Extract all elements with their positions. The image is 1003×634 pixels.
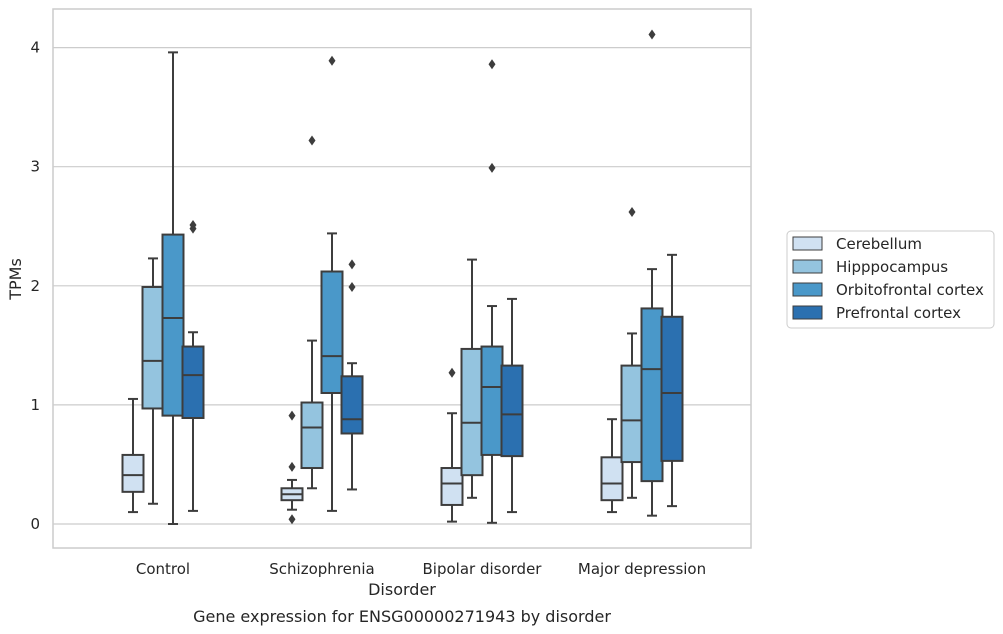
- outlier-point: [308, 135, 316, 146]
- box-prefrontal-cortex-0: [181, 220, 205, 512]
- box-iqr: [500, 364, 524, 458]
- box-iqr: [460, 347, 484, 477]
- y-tick-label: 4: [30, 39, 40, 57]
- legend-swatch: [792, 236, 823, 251]
- box-hipppocampus-2: [460, 258, 484, 499]
- outlier-point: [348, 281, 356, 292]
- box-iqr: [660, 315, 684, 462]
- y-axis-ticks: 0 1 2 3 4: [30, 39, 40, 533]
- box-prefrontal-cortex-1: [340, 259, 364, 491]
- outlier-point: [189, 220, 197, 231]
- outlier-point: [288, 514, 296, 525]
- box-cerebellum-1: [280, 410, 304, 525]
- outlier-point: [288, 461, 296, 472]
- box-cerebellum-2: [440, 367, 464, 523]
- chart-caption: Gene expression for ENSG00000271943 by d…: [193, 607, 611, 626]
- legend-label: Prefrontal cortex: [836, 304, 961, 322]
- box-orbitofrontal-cortex-2: [480, 59, 504, 524]
- outlier-point: [328, 55, 336, 66]
- box-iqr: [320, 270, 344, 394]
- chart-marks: [121, 29, 684, 525]
- plot-area-frame: [52, 8, 752, 549]
- box-iqr: [181, 345, 205, 420]
- legend-swatch: [792, 305, 823, 320]
- y-axis-title: TPMs: [6, 258, 25, 301]
- legend-swatch: [792, 282, 823, 297]
- x-tick-label: Schizophrenia: [269, 560, 374, 578]
- y-tick-label: 3: [30, 158, 40, 176]
- box-iqr: [340, 375, 364, 435]
- legend-label: Hipppocampus: [836, 258, 948, 276]
- x-tick-label: Major depression: [578, 560, 706, 578]
- legend-swatch: [792, 259, 823, 274]
- legend-frame: [786, 230, 995, 329]
- box-iqr: [141, 285, 165, 410]
- box-iqr: [480, 345, 504, 456]
- box-hipppocampus-3: [620, 206, 644, 499]
- outlier-point: [348, 259, 356, 270]
- outlier-point: [628, 206, 636, 217]
- x-axis-ticks: Control Schizophrenia Bipolar disorder Majo…: [136, 560, 706, 578]
- outlier-point: [288, 410, 296, 421]
- box-iqr: [440, 467, 464, 506]
- box-iqr: [300, 401, 324, 470]
- box-hipppocampus-1: [300, 135, 324, 490]
- box-iqr: [161, 233, 185, 417]
- y-tick-label: 2: [30, 277, 40, 295]
- outlier-point: [488, 162, 496, 173]
- x-axis-title: Disorder: [368, 580, 436, 599]
- outlier-point: [448, 367, 456, 378]
- legend-label: Cerebellum: [836, 235, 922, 253]
- y-tick-label: 1: [30, 396, 40, 414]
- box-hipppocampus-0: [141, 257, 165, 505]
- box-iqr: [121, 453, 145, 493]
- legend: Cerebellum Hipppocampus Orbitofrontal cort…: [786, 230, 995, 329]
- box-cerebellum-3: [600, 418, 624, 514]
- box-orbitofrontal-cortex-3: [640, 29, 664, 517]
- legend-label: Orbitofrontal cortex: [836, 281, 984, 299]
- box-orbitofrontal-cortex-1: [320, 55, 344, 512]
- box-orbitofrontal-cortex-0: [161, 51, 185, 525]
- box-cerebellum-0: [121, 397, 145, 514]
- outlier-point: [648, 29, 656, 40]
- box-iqr: [600, 456, 624, 502]
- box-iqr: [620, 364, 644, 464]
- x-tick-label: Control: [136, 560, 190, 578]
- outlier-point: [488, 59, 496, 70]
- box-prefrontal-cortex-2: [500, 297, 524, 514]
- box-prefrontal-cortex-3: [660, 253, 684, 508]
- y-tick-label: 0: [30, 515, 40, 533]
- box-iqr: [640, 307, 664, 483]
- x-tick-label: Bipolar disorder: [423, 560, 543, 578]
